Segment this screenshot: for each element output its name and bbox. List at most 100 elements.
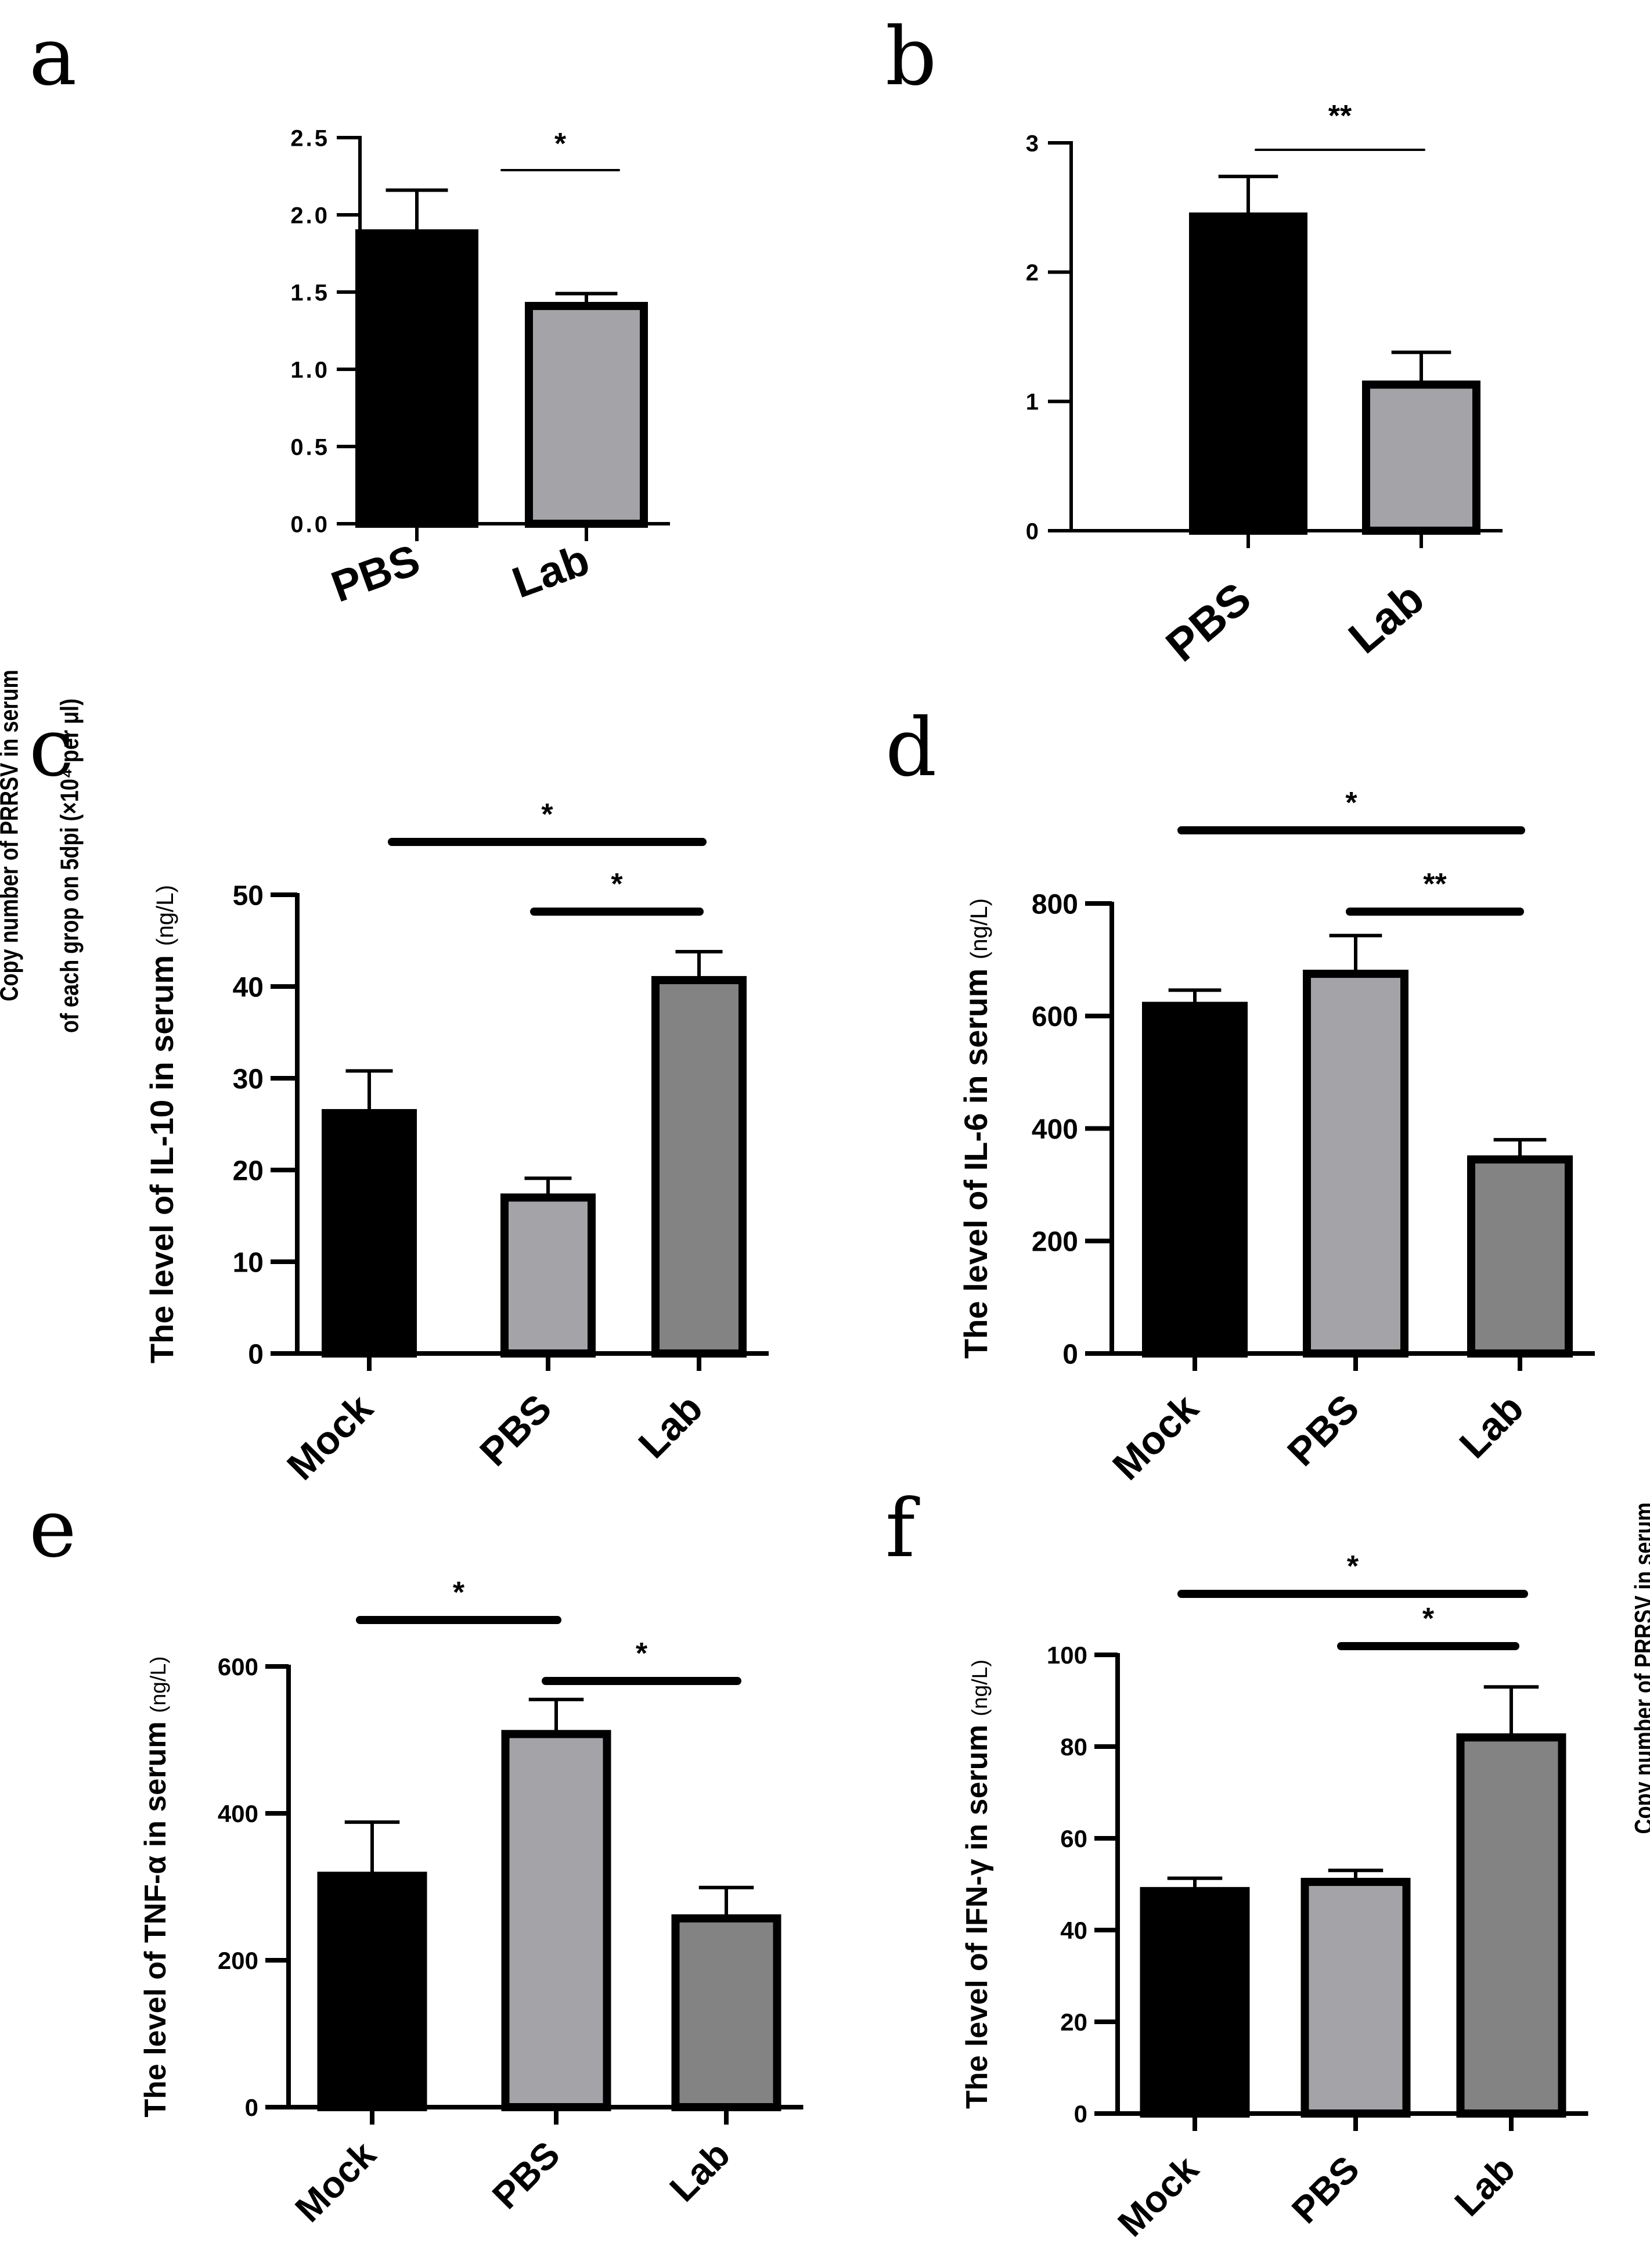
bar-lab xyxy=(671,1914,781,2112)
panel-letter-b: b xyxy=(885,10,936,103)
category-label-pbs: PBS xyxy=(1279,1386,1368,1475)
y-tick-label: 0 xyxy=(1026,519,1041,544)
y-axis-label: The level of IFN-γ in serum (ng/L) xyxy=(960,1659,994,2109)
y-tick-label: 100 xyxy=(1047,1641,1087,1669)
bar-pbs xyxy=(500,1193,596,1358)
y-tick-label: 1.0 xyxy=(290,357,330,383)
significance-marker: * xyxy=(1345,786,1357,820)
panel-letter-f: f xyxy=(885,1482,920,1575)
bar-lab xyxy=(1467,1155,1573,1358)
bar-pbs xyxy=(1300,1878,1411,2118)
y-axis-label-line: Copy number of PRRSV in serum xyxy=(0,669,23,1001)
panel-letter-c: c xyxy=(29,701,74,794)
chart-d: 0 200 400 600 800 Mock PBS Lab The level of IL-6… xyxy=(957,786,1595,1489)
category-label-lab: Lab xyxy=(630,1386,711,1467)
category-label-lab: Lab xyxy=(662,2133,738,2209)
category-label-pbs: PBS xyxy=(471,1386,560,1475)
category-label-lab: Lab xyxy=(506,535,595,607)
y-axis-label-main: The level of IL-10 in serum xyxy=(143,946,180,1363)
y-axis-label-line: Copy number of PRRSV in serum xyxy=(1630,1502,1650,1834)
significance-marker: * xyxy=(1347,1550,1359,1583)
chart-c: 0 10 20 30 40 50 Mock PBS Lab The level of IL-10 … xyxy=(143,798,769,1489)
y-axis-label: The level of TNF-α in serum (ng/L) xyxy=(139,1656,172,2117)
significance-marker: * xyxy=(1422,1602,1435,1636)
bar-mock xyxy=(1142,1002,1248,1358)
panel-letter-d: d xyxy=(885,701,936,794)
bar-mock xyxy=(1140,1887,1250,2118)
y-tick-label: 2.5 xyxy=(290,125,330,151)
category-label-lab: Lab xyxy=(1339,573,1433,664)
y-tick-label: 2 xyxy=(1026,260,1041,286)
y-axis-label: The level of IL-10 in serum (ng/L) xyxy=(143,885,180,1363)
category-label-pbs: PBS xyxy=(1156,573,1260,672)
chart-e: 0 200 400 600 Mock PBS Lab The level of TNF-α i… xyxy=(139,1576,804,2230)
significance-marker: ** xyxy=(1328,99,1352,133)
bar-pbs xyxy=(501,1730,611,2111)
y-tick-label: 30 xyxy=(233,1064,264,1095)
bar-pbs xyxy=(1189,212,1307,535)
category-label-lab: Lab xyxy=(1451,1386,1532,1467)
y-axis-label-unit: (ng/L) xyxy=(967,1659,992,1716)
significance-marker: * xyxy=(541,798,553,831)
y-tick-label: 40 xyxy=(233,972,264,1003)
y-tick-label: 40 xyxy=(1060,1917,1087,1944)
category-label-mock: Mock xyxy=(1104,1386,1207,1489)
panel-letter-e: e xyxy=(29,1482,77,1575)
y-axis-label-main: The level of TNF-α in serum xyxy=(139,1713,172,2118)
significance-marker: * xyxy=(554,127,567,161)
y-tick-label: 50 xyxy=(233,880,264,911)
y-tick-label: 80 xyxy=(1060,1733,1087,1761)
category-label-mock: Mock xyxy=(279,1386,381,1489)
y-tick-label: 400 xyxy=(218,1800,258,1827)
y-tick-label: 600 xyxy=(1032,1002,1078,1032)
y-tick-label: 200 xyxy=(218,1947,258,1974)
significance-marker: ** xyxy=(1423,867,1447,901)
y-axis-label-unit: (ng/L) xyxy=(965,898,992,959)
bar-mock xyxy=(317,1871,427,2111)
bar-lab xyxy=(1362,380,1480,535)
y-axis-label-line: of each grop on 5dpi (×10⁴ per μl) xyxy=(55,699,84,1033)
category-label-pbs: PBS xyxy=(325,535,426,611)
y-tick-label: 600 xyxy=(218,1653,258,1680)
y-tick-label: 0.0 xyxy=(290,512,330,537)
y-axis-label-main: The level of IFN-γ in serum xyxy=(960,1716,994,2109)
significance-marker: * xyxy=(636,1637,648,1671)
chart-f: 0 20 40 60 80 100 Mock PBS Lab The level of IFN-γ… xyxy=(960,1550,1588,2245)
y-tick-label: 0 xyxy=(248,1339,264,1370)
y-tick-label: 3 xyxy=(1026,131,1041,156)
y-axis-label-main: The level of IL-6 in serum xyxy=(957,959,994,1359)
chart-a: 0.0 0.5 1.0 1.5 2.0 2.5 PBS Lab Copy number of P… xyxy=(0,125,670,1033)
y-tick-label: 0 xyxy=(245,2094,258,2121)
y-tick-label: 20 xyxy=(1060,2008,1087,2036)
y-axis-label-unit: (ng/L) xyxy=(152,885,178,946)
y-tick-label: 1 xyxy=(1026,390,1041,415)
panel-letter-a: a xyxy=(29,10,77,103)
y-tick-label: 400 xyxy=(1032,1114,1078,1145)
y-tick-label: 20 xyxy=(233,1155,264,1186)
y-tick-label: 1.5 xyxy=(290,280,330,305)
category-label-pbs: PBS xyxy=(484,2133,568,2217)
category-label-mock: Mock xyxy=(1109,2148,1206,2245)
category-label-lab: Lab xyxy=(1447,2148,1523,2224)
y-tick-label: 0 xyxy=(1074,2100,1087,2127)
category-label-pbs: PBS xyxy=(1284,2148,1367,2231)
category-label-mock: Mock xyxy=(287,2133,384,2230)
y-tick-label: 800 xyxy=(1032,889,1078,920)
bar-pbs xyxy=(355,229,478,528)
y-tick-label: 60 xyxy=(1060,1825,1087,1852)
significance-marker: * xyxy=(611,867,623,901)
significance-marker: * xyxy=(453,1576,465,1610)
bar-lab xyxy=(525,301,648,528)
y-tick-label: 0.5 xyxy=(290,434,330,460)
y-tick-label: 0 xyxy=(1062,1339,1078,1370)
y-axis-label-unit: (ng/L) xyxy=(146,1656,170,1713)
y-axis-label: The level of IL-6 in serum (ng/L) xyxy=(957,898,994,1359)
bar-pbs xyxy=(1303,970,1408,1358)
bar-mock xyxy=(322,1109,417,1358)
y-tick-label: 200 xyxy=(1032,1227,1078,1258)
y-tick-label: 10 xyxy=(233,1247,264,1278)
bar-lab xyxy=(651,975,747,1358)
bar-lab xyxy=(1456,1733,1566,2118)
y-tick-label: 2.0 xyxy=(290,203,330,228)
